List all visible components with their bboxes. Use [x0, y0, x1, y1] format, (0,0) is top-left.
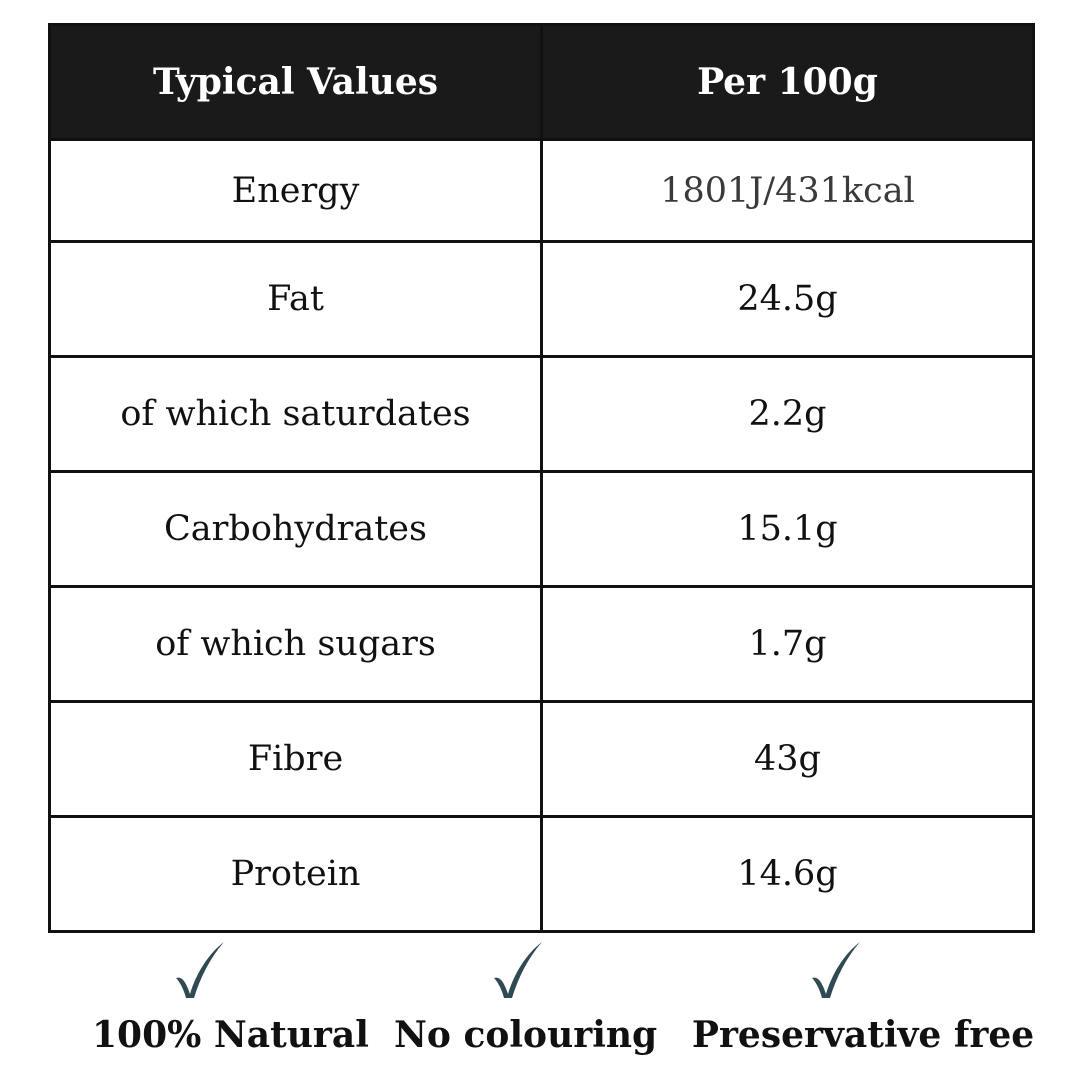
table-row: Carbohydrates 15.1g: [48, 470, 1035, 588]
checkmark-icon: [176, 942, 224, 998]
nutrition-table: Typical Values Per 100g Energy 1801J/431…: [48, 23, 1035, 933]
badge-natural: 100% Natural: [92, 938, 369, 1056]
table-row: Protein 14.6g: [48, 815, 1035, 933]
table-row: of which sugars 1.7g: [48, 585, 1035, 703]
badge-label: No colouring: [394, 1014, 658, 1056]
table-row: Fat 24.5g: [48, 240, 1035, 358]
nutrient-value: 14.6g: [540, 815, 1035, 933]
nutrient-label: Protein: [48, 815, 543, 933]
badge-label: Preservative free: [691, 1014, 1035, 1056]
table-row: Fibre 43g: [48, 700, 1035, 818]
checkmark-icon: [812, 942, 860, 998]
table-row: of which saturdates 2.2g: [48, 355, 1035, 473]
nutrient-value: 43g: [540, 700, 1035, 818]
nutrient-value: 1.7g: [540, 585, 1035, 703]
nutrient-label: Carbohydrates: [48, 470, 543, 588]
nutrient-label: Fat: [48, 240, 543, 358]
nutrient-label: of which sugars: [48, 585, 543, 703]
nutrient-value: 24.5g: [540, 240, 1035, 358]
header-typical-values: Typical Values: [48, 23, 543, 141]
header-per-100g: Per 100g: [540, 23, 1035, 141]
table-row: Energy 1801J/431kcal: [48, 138, 1035, 243]
nutrient-value: 15.1g: [540, 470, 1035, 588]
badge-label: 100% Natural: [92, 1014, 369, 1056]
nutrient-label: Energy: [48, 138, 543, 243]
badge-no-colouring: No colouring: [394, 938, 658, 1056]
nutrient-value: 2.2g: [540, 355, 1035, 473]
nutrient-label: Fibre: [48, 700, 543, 818]
table-header-row: Typical Values Per 100g: [48, 23, 1035, 141]
nutrient-value: 1801J/431kcal: [540, 138, 1035, 243]
nutrient-label: of which saturdates: [48, 355, 543, 473]
badge-preservative-free: Preservative free: [690, 938, 1036, 1056]
feature-badges: 100% Natural No colouring Preservative f…: [0, 938, 1080, 1068]
checkmark-icon: [494, 942, 542, 998]
